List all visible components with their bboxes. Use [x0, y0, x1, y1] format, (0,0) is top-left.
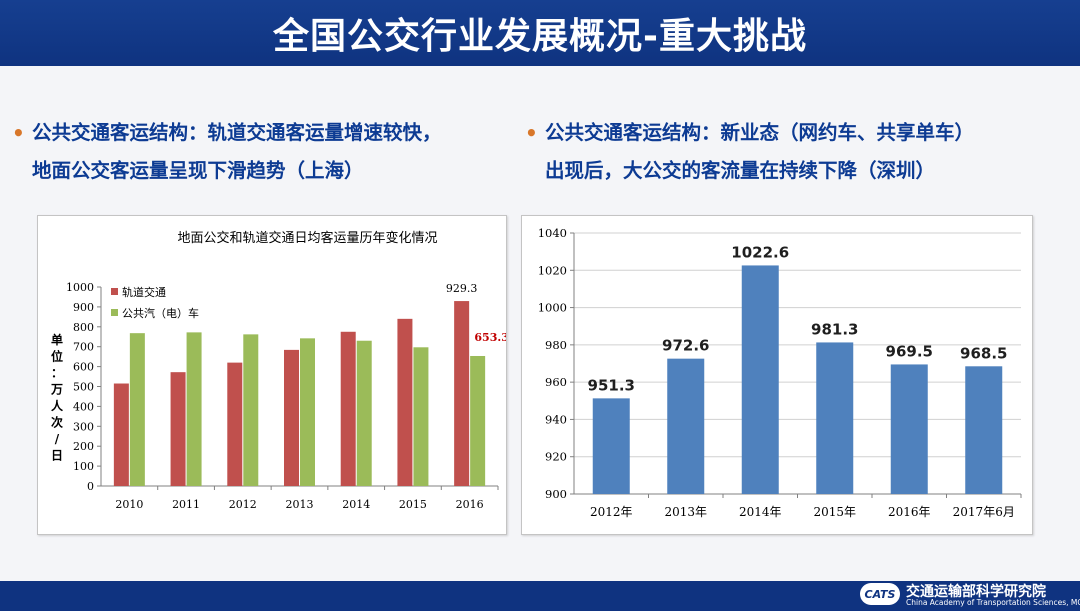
legend-swatch — [111, 288, 118, 295]
legend-label: 公共汽（电）车 — [122, 306, 199, 320]
slide-title: 全国公交行业发展概况-重大挑战 — [273, 16, 807, 57]
y-tick-label: 960 — [545, 375, 567, 389]
y-tick-label: 920 — [545, 450, 567, 464]
y-tick-label: 1000 — [66, 281, 94, 294]
x-tick-label: 2012年 — [590, 505, 633, 519]
chart-shenzhen-ridership: 900 920 940 960 980 1000 1020 1040 951.3 2012年 972… — [538, 226, 1022, 519]
data-label: 1022.6 — [731, 243, 789, 261]
bar-rail-transit — [170, 372, 186, 486]
y-axis-label-char: 万 — [50, 383, 63, 397]
bar-shenzhen — [741, 265, 779, 494]
data-label: 972.6 — [662, 337, 709, 355]
bar-bus — [470, 355, 486, 486]
y-axis-label-char: 日 — [51, 449, 63, 463]
x-tick-label: 2013 — [286, 498, 314, 511]
y-axis-label-char: 单 — [51, 332, 63, 347]
chart-panel-shenzhen: 900 920 940 960 980 1000 1020 1040 951.3 2012年 972… — [521, 215, 1033, 535]
bar-shenzhen — [965, 366, 1003, 494]
data-label-rail-2016: 929.3 — [446, 282, 478, 295]
bullet-right-line1: 公共交通客运结构：新业态（网约车、共享单车） — [545, 121, 975, 144]
bar-rail-transit — [454, 301, 470, 486]
bar-rail-transit — [113, 383, 129, 486]
x-tick-label: 2012 — [229, 498, 257, 511]
y-axis-label-char: 位 — [51, 349, 63, 364]
y-axis-label-char: / — [55, 432, 60, 446]
data-label: 951.3 — [588, 376, 635, 394]
chart-shanghai-ridership: 地面公交和轨道交通日均客运量历年变化情况 0 100 200 300 400 500 600 7… — [50, 230, 506, 511]
bullet-right: • 公共交通客运结构：新业态（网约车、共享单车） 出现后，大公交的客流量在持续下… — [525, 114, 975, 190]
y-tick-label: 0 — [87, 480, 94, 493]
x-tick-label: 2014 — [342, 498, 370, 511]
chart-title: 地面公交和轨道交通日均客运量历年变化情况 — [177, 230, 437, 246]
bar-rail-transit — [284, 349, 299, 486]
x-tick-label: 2015 — [399, 498, 427, 511]
chart-panel-shanghai: 地面公交和轨道交通日均客运量历年变化情况 0 100 200 300 400 500 600 7… — [37, 215, 507, 535]
bar-shenzhen — [667, 358, 705, 494]
data-label: 968.5 — [960, 344, 1007, 362]
legend-swatch — [111, 309, 118, 316]
y-tick-label: 400 — [73, 400, 94, 413]
bullet-left: • 公共交通客运结构：轨道交通客运量增速较快， 地面公交客运量呈现下滑趋势（上海… — [12, 114, 442, 190]
x-tick-label: 2014年 — [739, 505, 782, 519]
x-tick-label: 2017年6月 — [953, 505, 1015, 519]
y-tick-label: 1040 — [538, 226, 567, 240]
y-tick-label: 600 — [73, 361, 94, 374]
y-tick-label: 980 — [545, 338, 567, 352]
y-axis-label-char: 人 — [51, 398, 64, 413]
bar-bus — [129, 333, 145, 486]
y-tick-label: 800 — [73, 321, 94, 334]
y-tick-label: 940 — [545, 412, 567, 426]
bullet-left-line1: 公共交通客运结构：轨道交通客运量增速较快， — [32, 121, 442, 144]
x-tick-label: 2010 — [115, 498, 143, 511]
legend-label: 轨道交通 — [122, 285, 166, 299]
bar-rail-transit — [397, 318, 413, 486]
data-label: 969.5 — [886, 342, 933, 360]
bar-bus — [186, 332, 202, 486]
y-tick-label: 900 — [73, 301, 94, 314]
bar-shenzhen — [890, 364, 928, 494]
y-tick-label: 500 — [73, 381, 94, 394]
x-tick-label: 2015年 — [813, 505, 856, 519]
bullet-right-line2: 出现后，大公交的客流量在持续下降（深圳） — [545, 159, 936, 182]
title-bar: 全国公交行业发展概况-重大挑战 — [0, 0, 1080, 66]
bar-rail-transit — [340, 331, 356, 486]
y-tick-label: 900 — [545, 487, 567, 501]
bullet-left-line2: 地面公交客运量呈现下滑趋势（上海） — [32, 159, 364, 182]
y-tick-label: 1020 — [538, 263, 567, 277]
bar-rail-transit — [227, 362, 243, 486]
x-tick-label: 2016 — [456, 498, 484, 511]
bar-bus — [356, 340, 372, 486]
x-tick-label: 2011 — [172, 498, 200, 511]
bar-shenzhen — [816, 342, 854, 494]
y-tick-label: 100 — [73, 460, 94, 473]
data-label-bus-2016: 653.3 — [474, 331, 506, 344]
bullet-marker: • — [525, 121, 538, 145]
org-name-cn: 交通运输部科学研究院 — [906, 584, 1046, 600]
data-label: 981.3 — [811, 320, 858, 338]
y-tick-label: 700 — [73, 341, 94, 354]
bar-bus — [300, 338, 315, 486]
y-axis-label-char: 次 — [51, 415, 63, 430]
y-axis-label-char: ： — [51, 366, 63, 380]
y-tick-label: 1000 — [538, 301, 567, 315]
bar-bus — [413, 347, 429, 486]
bar-bus — [243, 334, 259, 486]
y-tick-label: 200 — [73, 440, 94, 453]
org-name-en: China Academy of Transportation Sciences… — [906, 598, 1080, 607]
y-tick-label: 300 — [73, 420, 94, 433]
bullet-marker: • — [12, 121, 25, 145]
bar-shenzhen — [592, 398, 630, 494]
x-tick-label: 2016年 — [888, 505, 931, 519]
org-logo-icon: CATS — [860, 583, 900, 605]
x-tick-label: 2013年 — [664, 505, 707, 519]
